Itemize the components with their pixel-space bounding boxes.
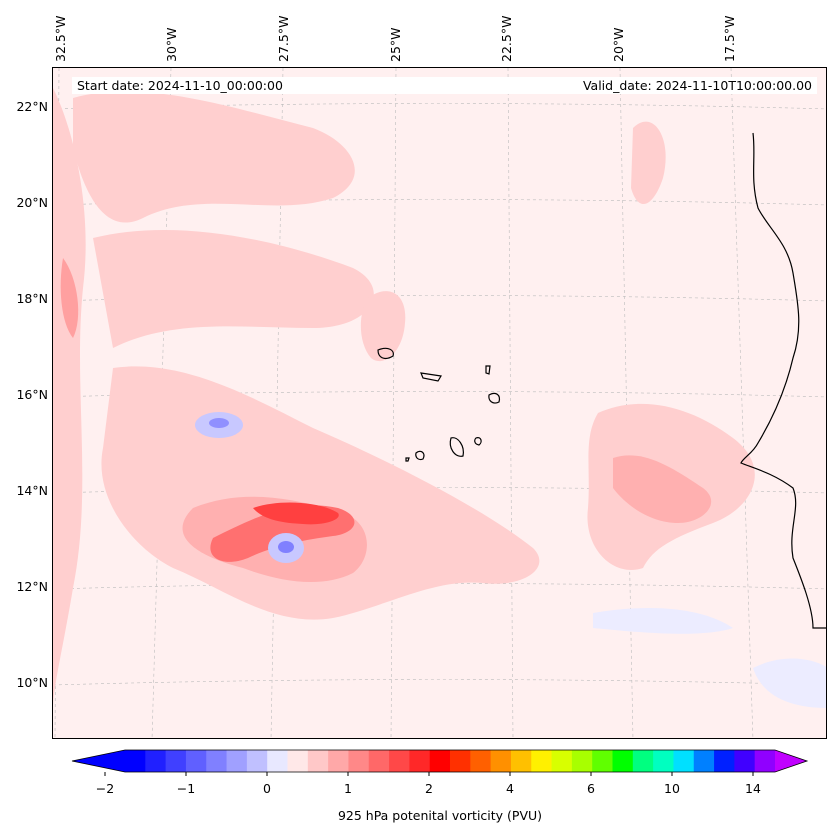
pv-area-neg-west-core [209,418,229,428]
pv-area-north-streaks [73,91,355,223]
pv-area-west-core [60,258,79,338]
cb-tick-label: 6 [587,781,595,796]
meridian-27-5 [270,68,284,738]
island-santo-antao [377,347,394,360]
lat-label-22: 22°N [16,99,48,114]
colorbar [71,749,809,776]
lat-label-16: 16°N [16,387,48,402]
meridian-17-5 [730,68,754,738]
colorbar-cell [531,750,553,772]
pv-area-west-band [53,88,86,708]
colorbar-cell [632,750,654,772]
parallel-10 [53,679,826,686]
valid-date-label: Valid_date: 2024-11-10T10:00:00.00 [538,77,817,94]
colorbar-cell [267,750,288,772]
colorbar-cell [429,750,451,772]
map-svg [53,68,826,738]
pv-area-northeast [631,121,666,205]
lon-label-20: 20°W [611,27,626,62]
colorbar-outline [71,749,809,773]
cb-tick-label: −2 [95,781,115,796]
pv-area-cape-verde-north [360,291,406,362]
lat-label-12: 12°N [16,579,48,594]
lon-label-27-5: 27.5°W [276,15,291,62]
colorbar-ticks [104,772,754,776]
colorbar-cells [71,749,809,773]
island-fogo [415,450,425,461]
cb-tick-label: 0 [263,781,271,796]
pv-area-neg-center-core [278,541,294,553]
colorbar-extend-max [775,750,807,772]
pv-area-cyclone-peak [253,502,339,525]
colorbar-cell [368,750,390,772]
cb-tick-label: 4 [506,781,514,796]
meridian-25 [390,68,397,738]
island-santiago [449,437,464,457]
pv-area-neg-far-southeast [753,658,826,708]
colorbar-cell [206,750,228,772]
colorbar-cell [125,750,146,772]
coastlines [377,132,826,629]
colorbar-cell [389,750,410,772]
colorbar-cell [510,750,532,772]
colorbar-cell [226,750,248,772]
colorbar-cell [145,750,167,772]
colorbar-cell [328,750,349,772]
colorbar-extend-min [72,750,125,772]
pv-area-east-core [613,455,712,523]
colorbar-cell [490,750,512,772]
pv-area-neg-southeast [593,608,733,634]
colorbar-cell [551,750,573,772]
colorbar-cell [673,750,695,772]
lat-label-20: 20°N [16,195,48,210]
colorbar-cell [693,750,715,772]
colorbar-cell [592,750,613,772]
island-maio [474,437,482,446]
meridian-22-5 [507,68,514,738]
colorbar-cell [165,750,187,772]
island-sal [485,365,491,375]
colorbar-cell [409,750,431,772]
colorbar-cell [612,750,634,772]
colorbar-cell [714,750,735,772]
cb-tick-label: −1 [176,781,196,796]
colorbar-cell [348,750,370,772]
colorbar-cell [571,750,593,772]
colorbar-cell [470,750,492,772]
colorbar-cell [287,750,309,772]
lon-label-17-5: 17.5°W [722,15,737,62]
lat-label-14: 14°N [16,483,48,498]
colorbar-cell [450,750,471,772]
colorbar-cell [734,750,756,772]
map-frame [52,67,827,739]
lon-label-25: 25°W [388,27,403,62]
coastline-africa [740,132,826,629]
colorbar-cell [185,750,207,772]
lon-label-22-5: 22.5°W [499,15,514,62]
island-brava [405,457,410,462]
colorbar-title: 925 hPa potenital vorticity (PVU) [337,808,543,823]
lat-label-18: 18°N [16,291,48,306]
cb-tick-label: 14 [745,781,761,796]
meridian-20 [619,68,634,738]
pv-contours [53,88,826,708]
lon-label-30: 30°W [164,27,179,62]
lon-label-32-5: 32.5°W [53,15,68,62]
cb-tick-label: 2 [425,781,433,796]
pv-area-central-north [93,229,374,348]
cb-tick-label: 1 [344,781,352,796]
colorbar-cell [754,750,776,772]
parallel-12 [53,583,826,590]
colorbar-cell [246,750,268,772]
cb-tick-label: 10 [664,781,680,796]
colorbar-cell [307,750,329,772]
colorbar-cell [653,750,674,772]
lat-label-10: 10°N [16,675,48,690]
island-sao-nicolau [420,372,442,382]
island-boa-vista [488,392,501,404]
start-date-label: Start date: 2024-11-10_00:00:00 [72,77,318,94]
